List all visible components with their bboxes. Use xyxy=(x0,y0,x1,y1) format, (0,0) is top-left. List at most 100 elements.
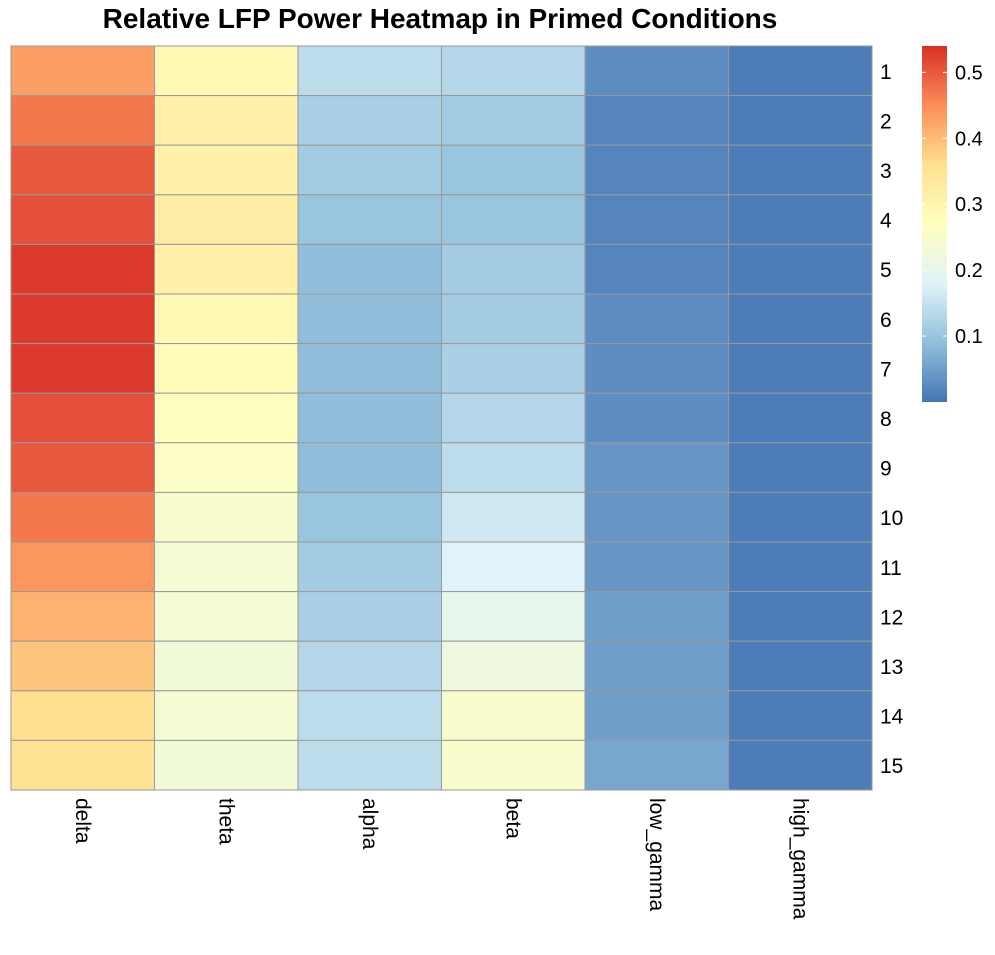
legend-tick-label: 0.4 xyxy=(955,128,983,150)
heatmap-cell xyxy=(728,343,873,394)
heatmap-cell xyxy=(584,194,729,245)
heatmap-cell xyxy=(297,541,442,593)
heatmap-cell xyxy=(584,739,729,791)
heatmap-cell xyxy=(728,243,873,295)
row-label: 10 xyxy=(880,507,903,530)
heatmap-cell xyxy=(10,343,155,394)
row-label: 5 xyxy=(880,259,892,282)
heatmap-cell xyxy=(441,343,586,394)
column-label: low_gamma xyxy=(645,798,668,912)
heatmap-cell xyxy=(584,690,729,741)
heatmap-cell xyxy=(297,739,442,791)
heatmap-cell xyxy=(10,45,155,97)
row-label: 8 xyxy=(880,408,892,431)
row-label: 11 xyxy=(880,557,902,580)
heatmap-cell xyxy=(584,144,729,196)
heatmap-cell xyxy=(441,541,586,593)
color-legend: 0.1 0.2 0.3 0.4 0.5 xyxy=(922,46,983,402)
heatmap-cell xyxy=(297,392,442,444)
heatmap-cell xyxy=(584,491,729,543)
heatmap-cell xyxy=(154,194,299,245)
heatmap-cell xyxy=(441,45,586,97)
legend-tick-label: 0.2 xyxy=(955,260,983,282)
heatmap-cell xyxy=(297,442,442,493)
heatmap-cell xyxy=(441,640,586,692)
heatmap-cell xyxy=(297,491,442,543)
heatmap-cell xyxy=(10,194,155,245)
heatmap-cell xyxy=(728,541,873,593)
legend-tick-label: 0.3 xyxy=(955,194,983,216)
row-label: 14 xyxy=(880,706,904,729)
heatmap-cell xyxy=(154,392,299,444)
heatmap-cell xyxy=(154,690,299,741)
row-label: 4 xyxy=(880,210,892,233)
heatmap-cell xyxy=(297,293,442,345)
heatmap-cell xyxy=(728,739,873,791)
heatmap-cell xyxy=(10,442,155,493)
heatmap-cell xyxy=(441,243,586,295)
heatmap-cell xyxy=(154,45,299,97)
heatmap-cell xyxy=(10,640,155,692)
heatmap-cell xyxy=(728,392,873,444)
heatmap-cell xyxy=(154,640,299,692)
heatmap-cell xyxy=(10,144,155,196)
row-label: 1 xyxy=(880,61,892,84)
heatmap-cell xyxy=(584,442,729,493)
legend-ticks: 0.1 0.2 0.3 0.4 0.5 xyxy=(922,62,983,348)
heatmap-cell xyxy=(584,541,729,593)
heatmap-cell xyxy=(297,144,442,196)
legend-tick-label: 0.1 xyxy=(955,326,983,348)
heatmap-cell xyxy=(154,243,299,295)
heatmap-cell xyxy=(10,690,155,741)
row-label: 6 xyxy=(880,309,892,332)
heatmap-cell xyxy=(441,690,586,741)
legend-tick-label: 0.5 xyxy=(955,62,983,84)
heatmap-cell xyxy=(441,95,586,146)
heatmap-cell xyxy=(584,640,729,692)
row-label: 15 xyxy=(880,755,903,778)
heatmap-cell xyxy=(441,293,586,345)
heatmap-cell xyxy=(728,95,873,146)
heatmap-cell xyxy=(154,95,299,146)
row-label: 13 xyxy=(880,656,903,679)
heatmap-cell xyxy=(584,293,729,345)
heatmap-cell xyxy=(441,739,586,791)
heatmap-cell xyxy=(728,640,873,692)
heatmap-cell xyxy=(154,491,299,543)
heatmap-cell xyxy=(584,343,729,394)
heatmap-cell xyxy=(728,591,873,642)
heatmap-cells xyxy=(10,45,873,791)
heatmap-cell xyxy=(584,243,729,295)
column-labels: delta theta alpha beta low_gamma high_gamma xyxy=(71,798,812,920)
heatmap-cell xyxy=(584,45,729,97)
row-label: 9 xyxy=(880,458,892,481)
heatmap-cell xyxy=(584,591,729,642)
heatmap-cell xyxy=(10,243,155,295)
heatmap-cell xyxy=(441,491,586,543)
heatmap-cell xyxy=(728,144,873,196)
heatmap-cell xyxy=(297,95,442,146)
heatmap-cell xyxy=(154,442,299,493)
heatmap-cell xyxy=(297,690,442,741)
heatmap-cell xyxy=(154,144,299,196)
chart-title: Relative LFP Power Heatmap in Primed Con… xyxy=(103,3,778,34)
heatmap-cell xyxy=(728,690,873,741)
legend-color-bar xyxy=(922,46,947,402)
heatmap-cell xyxy=(10,591,155,642)
heatmap-cell xyxy=(10,541,155,593)
heatmap-cell xyxy=(154,293,299,345)
heatmap-cell xyxy=(441,144,586,196)
column-label: alpha xyxy=(358,798,381,850)
heatmap-cell xyxy=(154,541,299,593)
heatmap-cell xyxy=(154,591,299,642)
heatmap-cell xyxy=(728,45,873,97)
column-label: delta xyxy=(71,798,94,844)
column-label: beta xyxy=(501,798,524,839)
heatmap-cell xyxy=(154,343,299,394)
row-label: 12 xyxy=(880,606,903,629)
heatmap-cell xyxy=(728,194,873,245)
heatmap-cell xyxy=(584,392,729,444)
heatmap-cell xyxy=(297,640,442,692)
